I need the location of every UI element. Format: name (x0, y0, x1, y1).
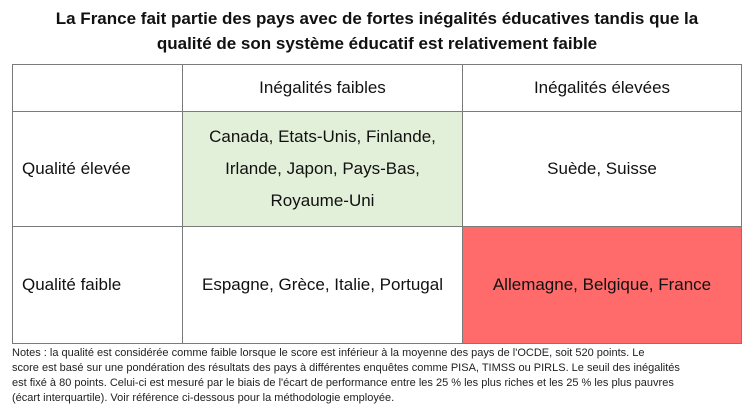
row-label-high-quality: Qualité élevée (12, 111, 183, 227)
title-line-1: La France fait partie des pays avec de f… (55, 9, 699, 28)
corner-cell (12, 64, 183, 112)
cell-high-quality-high-inequality: Suède, Suisse (462, 111, 742, 227)
page-title: La France fait partie des pays avec de f… (0, 6, 754, 56)
row-high-quality: Qualité élevée Canada, Etats-Unis, Finla… (12, 111, 742, 227)
col-header-high-inequality: Inégalités élevées (462, 64, 742, 112)
title-line-2: qualité de son système éducatif est rela… (156, 34, 598, 53)
notes-line-2: score est basé sur une pondération des r… (12, 362, 680, 374)
header-row: Inégalités faibles Inégalités élevées (12, 64, 742, 112)
row-low-quality: Qualité faible Espagne, Grèce, Italie, P… (12, 226, 742, 344)
notes: Notes : la qualité est considérée comme … (12, 346, 744, 406)
cell-low-quality-high-inequality: Allemagne, Belgique, France (462, 226, 742, 344)
notes-line-4: (écart interquartile). Voir référence ci… (12, 392, 395, 404)
quality-inequality-matrix: Inégalités faibles Inégalités élevées Qu… (12, 64, 742, 344)
country-line: Royaume-Uni (270, 191, 375, 210)
notes-line-1: Notes : la qualité est considérée comme … (12, 347, 645, 359)
notes-line-3: est fixé à 80 points. Celui-ci est mesur… (12, 377, 674, 389)
country-line: Irlande, Japon, Pays-Bas, (225, 159, 420, 178)
country-line: Canada, Etats-Unis, Finlande, (209, 127, 436, 146)
col-header-low-inequality: Inégalités faibles (182, 64, 463, 112)
row-label-low-quality: Qualité faible (12, 226, 183, 344)
cell-high-quality-low-inequality: Canada, Etats-Unis, Finlande, Irlande, J… (182, 111, 463, 227)
cell-low-quality-low-inequality: Espagne, Grèce, Italie, Portugal (182, 226, 463, 344)
